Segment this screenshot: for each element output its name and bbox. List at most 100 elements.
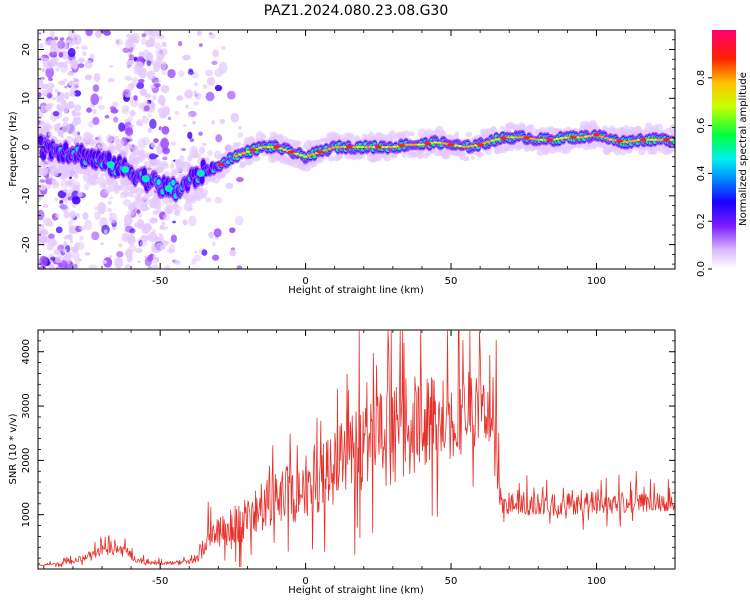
spectrogram-noise-cell [125,33,133,39]
spectrogram-noise-cell [182,219,188,226]
spectrogram-noise-cell [172,220,176,224]
spectrogram-noise-cell [154,42,162,50]
spectrogram-noise-cell [54,36,58,41]
spectrogram-noise-cell [161,126,170,135]
spectrogram-noise-cell [170,141,176,146]
spectrogram-ridge-highlight [363,145,369,149]
spectrogram-ridge-cell [156,178,161,186]
spectrogram-noise-cell [38,86,43,92]
spectrogram-noise-cell [412,154,418,158]
spectrogram-noise-cell [235,142,242,146]
spectrogram-ridge-highlight [469,144,475,148]
spectrogram-noise-cell [100,173,105,178]
colorbar-tick-label: 0.6 [696,118,707,134]
spectrogram-ridge-highlight [481,142,487,145]
spectrogram-ridge-highlight [388,145,393,149]
spectrogram-noise-cell [67,196,73,201]
spectrogram-noise-cell [103,257,113,268]
spectrogram-noise-cell [47,125,54,130]
spectrogram-noise-cell [161,163,169,169]
spectrogram-x-tick-label: 100 [587,276,606,287]
spectrogram-heatmap [38,30,675,269]
spectrogram-noise-cell [154,78,162,84]
spectrogram-noise-cell [164,171,171,176]
spectrogram-noise-cell [107,77,115,83]
spectrogram-noise-cell [148,153,157,160]
spectrogram-ridge-highlight [335,145,340,149]
spectrogram-noise-cell [39,255,48,268]
spectrogram-panel: -50 0 50 100 -20 -10 0 10 20 Height of straight … [8,29,676,296]
spectrogram-noise-cell [108,255,113,259]
spectrogram-ridge-highlight [420,143,426,146]
spectrogram-noise-cell [46,160,51,164]
spectrogram-noise-cell [156,166,164,173]
spectrogram-ridge-highlight [457,144,462,148]
spectrogram-noise-cell [237,131,244,139]
spectrogram-noise-cell [105,134,114,144]
spectrogram-x-tick-label: 50 [445,276,458,287]
spectrogram-noise-cell [214,196,223,204]
spectrogram-ridge-highlight [237,153,243,156]
spectrogram-noise-cell [198,43,203,47]
spectrogram-noise-cell [178,168,184,173]
colorbar-ticks: 0.0 0.2 0.4 0.6 0.8 [696,70,712,277]
spectrogram-noise-cell [63,188,68,193]
spectrogram-noise-cell [202,142,207,146]
spectrogram-noise-cell [145,198,151,205]
spectrogram-noise-cell [77,191,83,198]
spectrogram-noise-cell [57,39,66,49]
spectrogram-noise-cell [73,90,82,97]
spectrogram-ridge-highlight [604,137,609,140]
spectrogram-ridge-highlight [587,134,593,138]
spectrogram-noise-cell [246,159,253,164]
spectrogram-noise-cell [668,125,675,136]
spectrogram-noise-cell [250,136,256,142]
spectrogram-noise-cell [152,94,157,101]
spectrogram-noise-cell [57,62,63,68]
spectrogram-noise-cell [192,153,201,159]
spectrogram-noise-cell [109,65,114,68]
spectrogram-noise-cell [73,118,82,125]
spectrogram-noise-cell [202,84,208,89]
spectrogram-noise-cell [187,131,193,140]
spectrogram-noise-cell [106,207,113,213]
spectrogram-noise-cell [109,196,114,200]
spectrogram-noise-cell [39,179,46,183]
spectrogram-noise-cell [58,51,64,58]
spectrogram-noise-cell [127,116,134,122]
spectrogram-noise-cell [129,54,135,61]
spectrogram-noise-cell [79,235,84,241]
snr-x-tick-label: 0 [302,576,308,587]
spectrogram-noise-cell [38,55,46,62]
spectrogram-peak-core [108,162,113,167]
spectrogram-noise-cell [147,113,152,118]
spectrogram-noise-cell [183,201,193,212]
spectrogram-noise-cell [54,255,64,264]
spectrogram-noise-cell [167,208,174,214]
spectrogram-peak-core [123,167,128,172]
spectrogram-noise-cell [602,144,612,155]
spectrogram-noise-cell [97,202,107,215]
spectrogram-noise-cell [205,91,215,102]
spectrogram-x-tick-label: -50 [152,276,168,287]
spectrogram-noise-cell [42,204,49,209]
spectrogram-noise-cell [141,154,148,159]
spectrogram-noise-cell [71,251,80,261]
colorbar: 0.0 0.2 0.4 0.6 0.8 Normalized spectral ampl… [696,30,749,277]
spectrogram-noise-cell [201,249,208,256]
spectrogram-noise-cell [139,202,146,210]
snr-x-tick-label: -50 [152,576,168,587]
spectrogram-noise-cell [154,61,162,68]
spectrogram-noise-cell [160,240,169,247]
spectrogram-noise-cell [107,200,112,205]
spectrogram-noise-cell [78,258,82,262]
spectrogram-ridge-highlight [412,143,418,146]
spectrogram-ridge-highlight [441,142,446,145]
spectrogram-noise-cell [57,262,63,267]
spectrogram-ridge-highlight [648,138,654,141]
spectrogram-noise-cell [41,83,49,90]
spectrogram-noise-cell [77,135,83,140]
spectrogram-noise-cell [93,72,101,83]
spectrogram-noise-cell [38,32,42,35]
spectrogram-noise-cell [38,92,42,98]
